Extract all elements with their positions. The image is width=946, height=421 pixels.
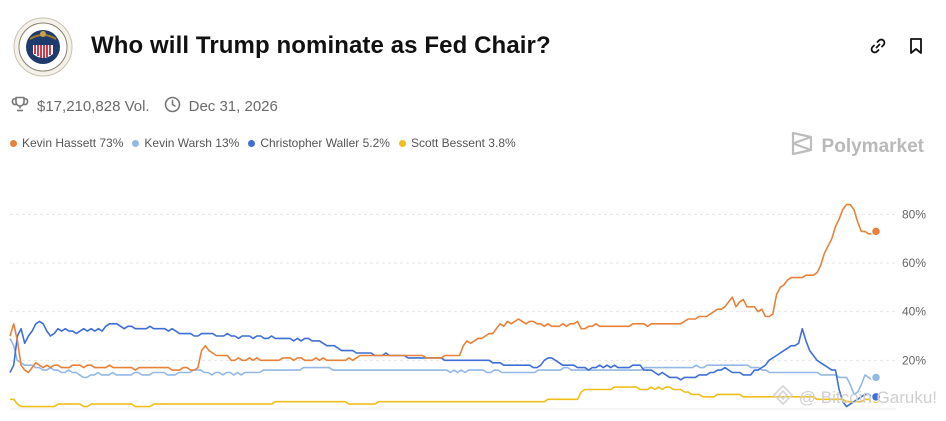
y-tick-label: 80% <box>902 207 926 221</box>
link-icon[interactable] <box>868 36 888 56</box>
legend-dot <box>248 139 256 147</box>
page-title: Who will Trump nominate as Fed Chair? <box>91 32 551 59</box>
series-end-marker <box>870 391 882 403</box>
legend-label: Kevin Hassett 73% <box>22 136 124 150</box>
chart-legend: Kevin Hassett 73% Kevin Warsh 13% Christ… <box>10 136 525 150</box>
clock-icon <box>164 96 181 117</box>
watermark-text: @ Bitcoin Garuku! <box>798 387 937 407</box>
y-tick-label: 60% <box>902 256 926 270</box>
y-tick-label: 40% <box>902 305 926 319</box>
federal-reserve-seal-icon <box>13 17 73 77</box>
legend-item: Scott Bessent 3.8% <box>398 136 516 150</box>
watermark: @ Bitcoin Garuku! <box>772 384 937 411</box>
trophy-icon <box>11 95 29 117</box>
legend-item: Kevin Warsh 13% <box>132 136 239 150</box>
series-line-kevin-hassett <box>9 203 877 374</box>
legend-label: Kevin Warsh 13% <box>144 136 240 150</box>
legend-dot <box>10 139 17 147</box>
legend-dot <box>132 139 140 147</box>
legend-item: Kevin Hassett 73% <box>10 136 123 150</box>
binance-square-icon <box>772 384 794 411</box>
series-line-christopher-waller <box>9 320 876 408</box>
bookmark-icon[interactable] <box>906 36 926 56</box>
series-end-marker <box>870 226 882 237</box>
series-line-scott-bessent <box>10 386 877 408</box>
volume-text: $17,210,828 Vol. <box>37 97 150 115</box>
brand-name: Polymarket <box>821 135 924 157</box>
polymarket-brand: Polymarket <box>791 131 924 162</box>
legend-item: Christopher Waller 5.2% <box>248 136 390 150</box>
legend-label: Scott Bessent 3.8% <box>410 136 516 150</box>
polymarket-logo-icon <box>791 131 813 162</box>
series-line-kevin-warsh <box>9 338 877 396</box>
legend-label: Christopher Waller 5.2% <box>260 136 390 150</box>
price-history-chart[interactable]: 20% 40% 60% 80% <box>0 190 946 421</box>
end-date-text: Dec 31, 2026 <box>188 97 278 115</box>
legend-dot <box>398 139 406 147</box>
series-end-marker <box>870 372 882 383</box>
y-tick-label: 20% <box>902 353 926 367</box>
